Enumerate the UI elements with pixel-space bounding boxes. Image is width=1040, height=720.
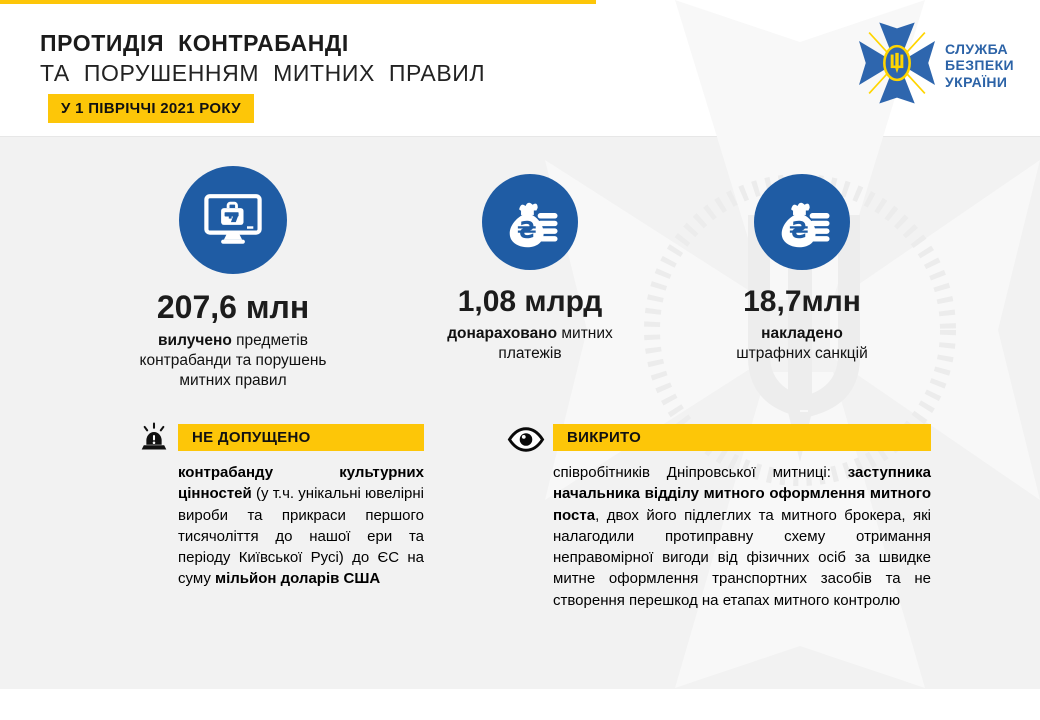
- stat-label: донараховано митних платежів: [438, 324, 623, 364]
- stat-label-bold: вилучено: [158, 332, 232, 349]
- svg-text:₴: ₴: [789, 218, 809, 244]
- stat-label-rest: предметів контрабанди та порушень митних…: [139, 332, 327, 389]
- svg-text:₴: ₴: [517, 218, 537, 244]
- page-title-line1: ПРОТИДІЯ КОНТРАБАНДІ: [40, 30, 349, 56]
- sbu-cross-icon: [859, 22, 936, 109]
- stat-label-bold: донараховано: [447, 325, 558, 342]
- section-body: співробітників Дніпровської митниці: зас…: [553, 464, 931, 609]
- section-not-allowed: НЕ ДОПУЩЕНО контрабанду культурних цінно…: [141, 422, 424, 590]
- stat-label-bold: накладено: [761, 325, 843, 342]
- section-body: контрабанду культурних цінностей (у т.ч.…: [178, 464, 424, 588]
- money-bag-hryvnia-icon: ₴: [482, 174, 578, 270]
- stat-additional-customs-payments: ₴ 1,08 млрд донараховано митних платежів: [420, 174, 640, 364]
- stat-label: вилучено предметів контрабанди та поруше…: [133, 331, 333, 390]
- money-bag-hryvnia-icon: ₴: [754, 174, 850, 270]
- stat-label-rest: митних платежів: [498, 325, 613, 362]
- logo-line2: БЕЗПЕКИ: [945, 57, 1014, 74]
- eye-icon: [507, 427, 545, 457]
- period-badge: У 1 ПІВРІЧЧІ 2021 РОКУ: [48, 94, 254, 123]
- section-exposed: ВИКРИТО співробітників Дніпровської митн…: [507, 424, 931, 611]
- top-accent-strip: [0, 0, 596, 4]
- monitor-contraband-icon: [179, 166, 287, 274]
- stat-label-rest: штрафних санкцій: [736, 344, 868, 362]
- stat-fines-imposed: ₴ 18,7млн накладено штрафних санкцій: [692, 174, 912, 364]
- logo-line1: СЛУЖБА: [945, 40, 1009, 57]
- stat-label: накладено штрафних санкцій: [727, 324, 877, 364]
- siren-icon: [137, 421, 171, 460]
- stat-value: 207,6 млн: [156, 289, 310, 325]
- logo-line3: УКРАЇНИ: [945, 73, 1008, 90]
- stat-value: 18,7млн: [743, 285, 861, 318]
- page-title-line2: ТА ПОРУШЕННЯМ МИТНИХ ПРАВИЛ: [40, 60, 486, 86]
- sbu-logo: СЛУЖБА БЕЗПЕКИ УКРАЇНИ: [859, 22, 1014, 109]
- sbu-logo-text: СЛУЖБА БЕЗПЕКИ УКРАЇНИ: [945, 41, 1014, 91]
- section-header: ВИКРИТО: [553, 424, 931, 451]
- section-header: НЕ ДОПУЩЕНО: [178, 424, 424, 451]
- stat-seized-contraband: 207,6 млн вилучено предметів контрабанди…: [118, 166, 348, 390]
- stat-value: 1,08 млрд: [457, 285, 603, 318]
